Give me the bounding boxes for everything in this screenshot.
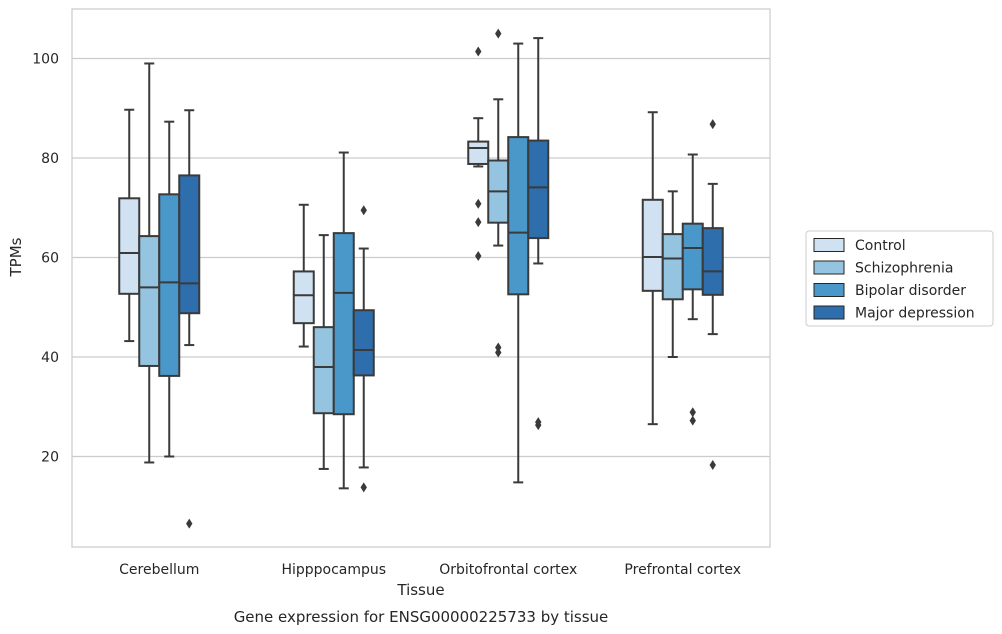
box-body <box>332 232 355 416</box>
box <box>641 111 664 426</box>
outlier-point <box>360 482 367 493</box>
outlier-point <box>475 46 482 57</box>
legend-label: Bipolar disorder <box>855 283 966 299</box>
x-tick-labels: Cerebellum Hipppocampus Orbitofrontal cort… <box>119 562 741 578</box>
outlier-point <box>360 205 367 216</box>
box-body <box>292 270 315 325</box>
box-body <box>701 227 724 296</box>
box <box>312 234 335 470</box>
y-axis-label: TPMs <box>7 237 25 277</box>
outlier-point <box>495 347 502 358</box>
y-tick-labels: 20 40 60 80 100 <box>32 52 59 466</box>
box <box>352 205 375 493</box>
chart-caption: Gene expression for ENSG00000225733 by t… <box>234 608 609 626</box>
box <box>118 108 141 343</box>
outlier-point <box>689 415 696 426</box>
box <box>507 42 530 484</box>
legend-swatch <box>813 305 845 320</box>
box <box>138 62 161 464</box>
x-tick-label: Prefrontal cortex <box>624 562 741 578</box>
box-body <box>352 309 375 377</box>
x-tick-label: Orbitofrontal cortex <box>439 562 577 578</box>
box-body <box>158 193 181 377</box>
legend-label: Major depression <box>855 306 975 322</box>
y-tick-label: 100 <box>32 52 59 68</box>
outlier-point <box>475 217 482 228</box>
box <box>178 109 201 529</box>
outlier-point <box>689 407 696 418</box>
legend-label: Control <box>855 238 906 254</box>
x-tick-label: Hipppocampus <box>281 562 386 578</box>
box-body <box>527 139 550 240</box>
box <box>158 120 181 458</box>
outlier-point <box>186 518 193 529</box>
box-body <box>681 222 704 291</box>
legend-swatch <box>813 238 845 252</box>
legend: Control Schizophrenia Bipolar disorder Majo… <box>805 230 994 327</box>
box <box>292 203 315 348</box>
box-body <box>178 174 201 315</box>
outlier-point <box>475 251 482 262</box>
outlier-point <box>495 28 502 39</box>
legend-label: Schizophrenia <box>855 261 953 277</box>
y-tick-label: 20 <box>41 450 59 466</box>
legend-frame <box>805 230 994 327</box>
boxes <box>118 28 724 529</box>
box <box>467 46 490 262</box>
box-body <box>138 235 161 367</box>
outlier-point <box>475 198 482 209</box>
legend-swatch <box>813 260 845 275</box>
box-body <box>118 197 141 295</box>
box <box>527 37 550 431</box>
y-tick-label: 40 <box>41 350 59 366</box>
box-body <box>312 326 335 415</box>
legend-swatch <box>813 283 845 297</box>
box-body <box>641 198 664 292</box>
box-body <box>661 233 684 301</box>
x-tick-label: Cerebellum <box>119 562 199 578</box>
y-tick-label: 60 <box>41 251 59 267</box>
box <box>701 119 724 470</box>
box <box>681 153 704 426</box>
y-tick-label: 80 <box>41 151 59 167</box>
box-body <box>467 140 490 165</box>
outlier-point <box>535 420 542 431</box>
outlier-point <box>709 459 716 470</box>
x-axis-label: Tissue <box>396 581 444 599</box>
outlier-point <box>709 119 716 130</box>
box-body <box>507 136 530 296</box>
